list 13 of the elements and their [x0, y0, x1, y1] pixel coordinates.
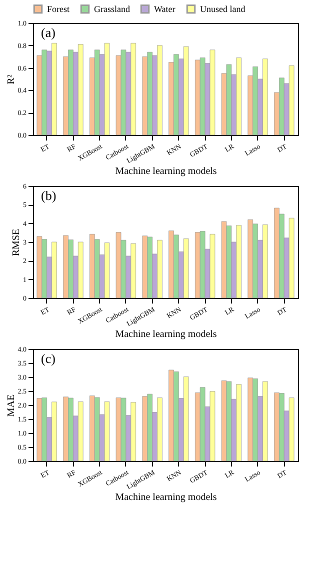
legend-label: Unused land	[200, 4, 246, 14]
chart-title: (a)	[41, 25, 56, 40]
legend-label: Water	[154, 4, 176, 14]
y-axis-title: R²	[6, 74, 17, 84]
x-axis-title: Machine learning models	[115, 166, 217, 178]
y-axis-title: RMSE	[11, 228, 22, 256]
y-axis-title: MAE	[6, 394, 17, 417]
legend-label: Grassland	[94, 4, 130, 14]
x-axis-title: Machine learning models	[115, 329, 217, 340]
chart-title: (c)	[41, 351, 56, 366]
x-axis-title: Machine learning models	[115, 492, 217, 504]
legend-label: Forest	[47, 4, 70, 14]
chart-title: (b)	[41, 188, 56, 203]
